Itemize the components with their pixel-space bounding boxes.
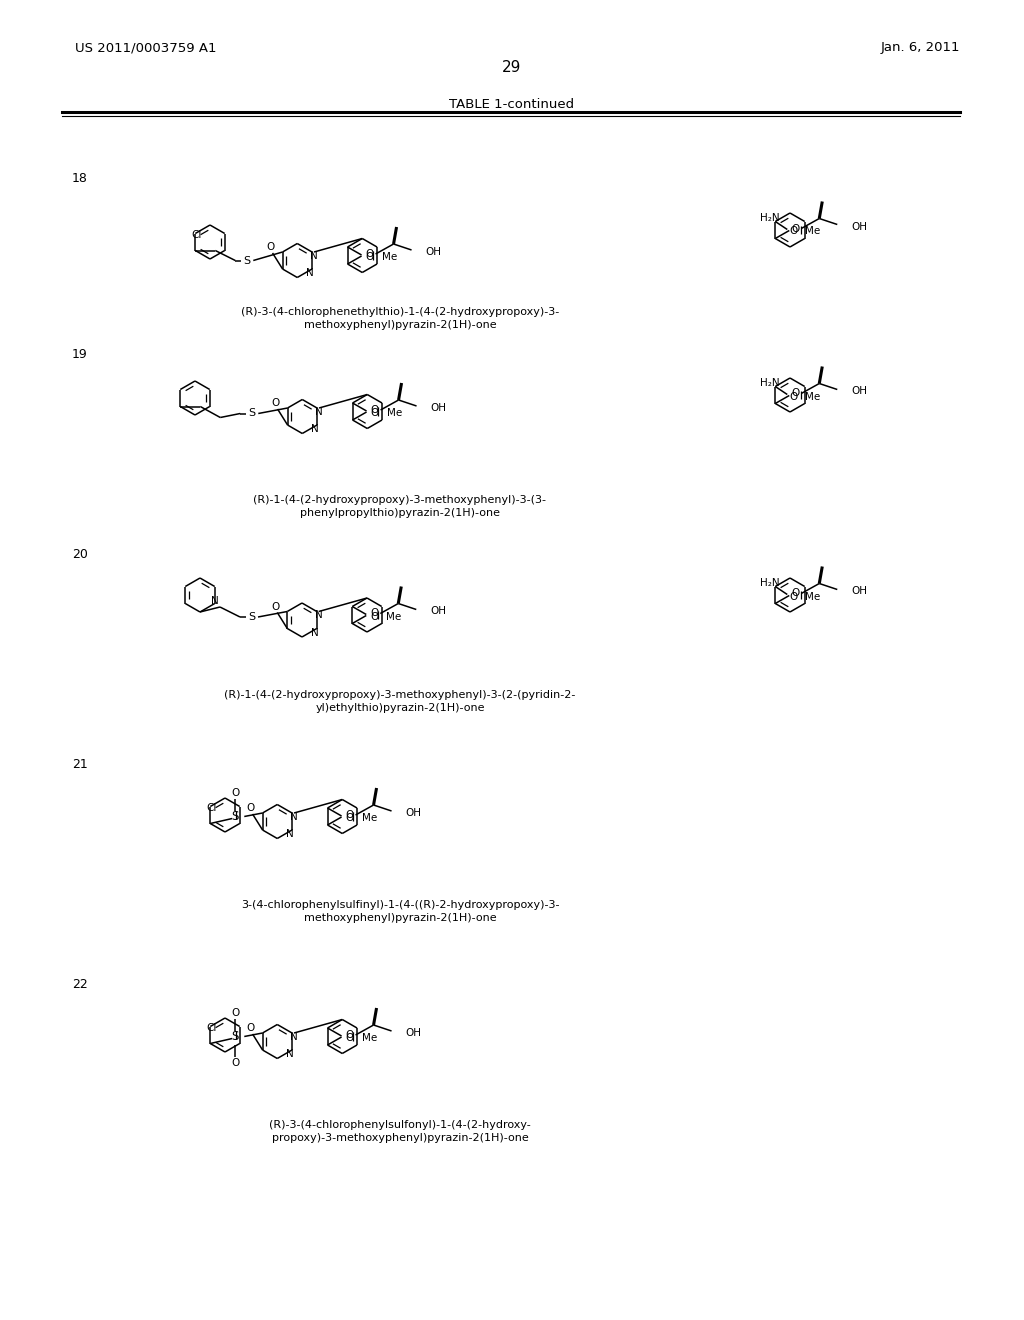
Text: O: O — [345, 1030, 353, 1040]
Text: Me: Me — [386, 611, 401, 622]
Text: N: N — [290, 812, 298, 822]
Text: phenylpropylthio)pyrazin-2(1H)-one: phenylpropylthio)pyrazin-2(1H)-one — [300, 508, 500, 517]
Text: N: N — [306, 268, 314, 279]
Text: 22: 22 — [72, 978, 88, 991]
Text: OH: OH — [851, 222, 867, 231]
Text: (R)-1-(4-(2-hydroxypropoxy)-3-methoxyphenyl)-3-(2-(pyridin-2-: (R)-1-(4-(2-hydroxypropoxy)-3-methoxyphe… — [224, 690, 575, 700]
Text: 3-(4-chlorophenylsulfinyl)-1-(4-((R)-2-hydroxypropoxy)-3-: 3-(4-chlorophenylsulfinyl)-1-(4-((R)-2-h… — [241, 900, 559, 909]
Text: OH: OH — [426, 247, 441, 257]
Text: S: S — [249, 612, 256, 622]
Text: propoxy)-3-methoxyphenyl)pyrazin-2(1H)-one: propoxy)-3-methoxyphenyl)pyrazin-2(1H)-o… — [271, 1133, 528, 1143]
Text: O: O — [271, 602, 280, 611]
Text: O: O — [266, 242, 274, 252]
Text: OH: OH — [406, 808, 422, 818]
Text: O: O — [792, 388, 800, 399]
Text: H₂N: H₂N — [761, 578, 780, 587]
Text: Cl: Cl — [207, 803, 217, 813]
Text: N: N — [286, 829, 294, 840]
Text: O: O — [366, 252, 374, 261]
Text: Me: Me — [361, 1034, 377, 1043]
Text: O: O — [371, 405, 379, 414]
Text: O: O — [345, 810, 353, 820]
Text: OH: OH — [430, 606, 446, 616]
Text: O: O — [792, 589, 800, 598]
Text: O: O — [231, 1007, 240, 1018]
Text: O: O — [271, 399, 280, 408]
Text: 19: 19 — [72, 348, 88, 360]
Text: Jan. 6, 2011: Jan. 6, 2011 — [881, 41, 961, 54]
Text: O: O — [366, 249, 374, 259]
Text: N: N — [211, 597, 218, 606]
Text: O: O — [790, 591, 798, 602]
Text: H₂N: H₂N — [761, 213, 780, 223]
Text: O: O — [790, 227, 798, 236]
Text: S: S — [249, 408, 256, 418]
Text: 21: 21 — [72, 758, 88, 771]
Text: 20: 20 — [72, 548, 88, 561]
Text: O: O — [790, 392, 798, 401]
Text: OH: OH — [430, 403, 446, 413]
Text: N: N — [315, 407, 323, 417]
Text: (R)-3-(4-chlorophenylsulfonyl)-1-(4-(2-hydroxy-: (R)-3-(4-chlorophenylsulfonyl)-1-(4-(2-h… — [269, 1119, 530, 1130]
Text: methoxyphenyl)pyrazin-2(1H)-one: methoxyphenyl)pyrazin-2(1H)-one — [304, 913, 497, 923]
Text: Me: Me — [382, 252, 397, 261]
Text: (R)-1-(4-(2-hydroxypropoxy)-3-methoxyphenyl)-3-(3-: (R)-1-(4-(2-hydroxypropoxy)-3-methoxyphe… — [254, 495, 547, 506]
Text: Me: Me — [805, 591, 820, 602]
Text: N: N — [314, 610, 323, 620]
Text: Me: Me — [805, 227, 820, 236]
Text: N: N — [311, 627, 318, 638]
Text: S: S — [231, 810, 239, 822]
Text: H₂N: H₂N — [761, 378, 780, 388]
Text: O: O — [370, 609, 379, 619]
Text: Me: Me — [805, 392, 820, 401]
Text: O: O — [247, 803, 255, 813]
Text: yl)ethylthio)pyrazin-2(1H)-one: yl)ethylthio)pyrazin-2(1H)-one — [315, 704, 484, 713]
Text: TABLE 1-continued: TABLE 1-continued — [450, 98, 574, 111]
Text: 29: 29 — [503, 61, 521, 75]
Text: O: O — [370, 611, 379, 622]
Text: O: O — [231, 1057, 240, 1068]
Text: O: O — [792, 223, 800, 234]
Text: 18: 18 — [72, 172, 88, 185]
Text: N: N — [286, 1049, 294, 1059]
Text: O: O — [345, 1034, 353, 1043]
Text: OH: OH — [406, 1028, 422, 1038]
Text: Me: Me — [361, 813, 377, 822]
Text: OH: OH — [851, 387, 867, 396]
Text: OH: OH — [851, 586, 867, 597]
Text: Cl: Cl — [191, 230, 202, 240]
Text: S: S — [231, 1030, 239, 1043]
Text: methoxyphenyl)pyrazin-2(1H)-one: methoxyphenyl)pyrazin-2(1H)-one — [304, 319, 497, 330]
Text: Cl: Cl — [207, 1023, 217, 1034]
Text: Me: Me — [386, 408, 401, 418]
Text: O: O — [371, 408, 379, 418]
Text: (R)-3-(4-chlorophenethylthio)-1-(4-(2-hydroxypropoxy)-3-: (R)-3-(4-chlorophenethylthio)-1-(4-(2-hy… — [241, 308, 559, 317]
Text: O: O — [231, 788, 240, 797]
Text: S: S — [244, 256, 251, 265]
Text: N: N — [311, 424, 318, 434]
Text: O: O — [345, 813, 353, 822]
Text: O: O — [247, 1023, 255, 1034]
Text: N: N — [290, 1032, 298, 1041]
Text: US 2011/0003759 A1: US 2011/0003759 A1 — [75, 41, 216, 54]
Text: N: N — [310, 251, 317, 261]
